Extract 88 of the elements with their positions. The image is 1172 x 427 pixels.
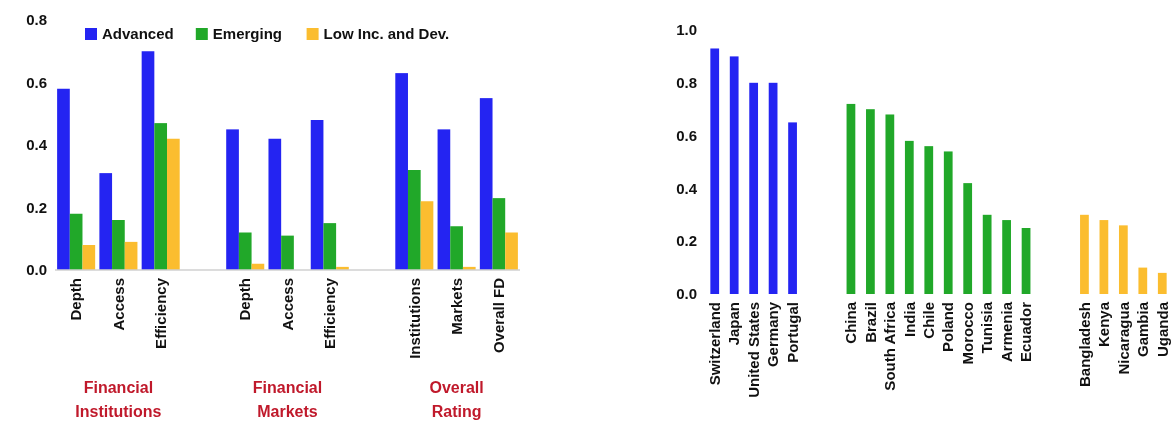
bar [749,82,759,294]
y-tick-label: 0.8 [676,74,697,92]
bar [124,241,138,270]
bar [57,88,70,270]
x-tick-label: Access [278,278,296,331]
bar [154,123,168,270]
x-tick-label: Gambia [1134,301,1152,358]
bar [904,140,914,294]
x-tick-label: Depth [236,278,254,321]
bar [407,170,421,270]
bar [226,129,239,270]
x-tick-label: Tunisia [978,301,996,354]
y-tick-label: 0.4 [26,136,48,154]
x-tick-label: Armenia [997,301,1015,363]
x-tick-label: Efficiency [321,277,339,349]
bar [323,223,337,270]
bar [437,129,451,270]
x-tick-label: Kenya [1095,301,1113,348]
bar [238,232,252,270]
bar [1099,220,1109,294]
x-tick-label: Brazil [861,302,879,343]
bar [1080,214,1089,294]
bar [268,138,282,270]
bar [141,51,155,270]
bar [82,245,96,270]
bar [112,220,125,270]
bar [729,56,739,294]
x-tick-label: Nicaragua [1114,301,1132,375]
bar [846,103,856,294]
y-tick-label: 0.2 [676,232,697,250]
y-tick-label: 0.8 [26,11,47,29]
x-tick-label: Overall FD [490,277,508,354]
y-tick-label: 1.0 [676,21,697,39]
bar [450,226,463,270]
bar [1002,220,1011,294]
bar [479,98,493,270]
bar [505,232,518,270]
x-tick-label: Depth [67,278,85,321]
x-tick-label: South Africa [881,301,899,391]
x-tick-label: Switzerland [705,302,723,386]
x-tick-label: Poland [939,302,957,353]
legend-label: Advanced [102,25,174,43]
y-tick-label: 0.4 [676,179,698,197]
bar [1021,228,1031,294]
bar [768,82,778,294]
text: Overall Rating [429,379,484,420]
legend-label: Low Inc. and Dev. [323,25,450,43]
x-tick-label: Institutions [405,278,423,359]
bar [69,213,83,270]
x-tick-label: Efficiency [151,277,169,349]
bar [710,48,720,294]
bar [885,114,895,294]
bar [395,73,408,270]
bar [943,151,953,294]
bar [1138,267,1148,294]
x-tick-label: Bangladesh [1075,302,1093,388]
bar [492,198,506,270]
y-tick-label: 0.0 [676,285,697,303]
text: Financial Institutions [75,379,162,420]
bar [982,214,992,294]
x-tick-label: Morocco [958,302,976,365]
bar [420,201,434,270]
y-tick-label: 0.2 [26,198,47,216]
bar [788,122,797,294]
x-tick-label: Markets [447,278,465,335]
bar [1157,272,1167,294]
x-tick-label: Access [109,278,127,331]
x-tick-label: United States [744,302,762,398]
legend-label: Emerging [212,25,282,43]
bar [281,235,294,270]
x-tick-label: India [900,301,918,338]
bar [924,146,934,294]
y-tick-label: 0.6 [676,126,697,144]
bar [963,183,973,294]
x-tick-label: Japan [725,302,743,346]
x-tick-label: Chile [920,302,938,339]
text: Financial Markets [252,379,323,420]
x-tick-label: Ecuador [1017,301,1035,363]
x-tick-label: Uganda [1153,301,1171,358]
x-tick-label: Germany [764,301,782,368]
bar [167,138,180,270]
bar [1118,225,1128,294]
bar [99,173,113,270]
bar [866,109,875,294]
x-tick-label: Portugal [783,302,801,363]
bar [310,120,324,270]
x-tick-label: China [842,301,860,344]
y-tick-label: 0.6 [26,73,47,91]
